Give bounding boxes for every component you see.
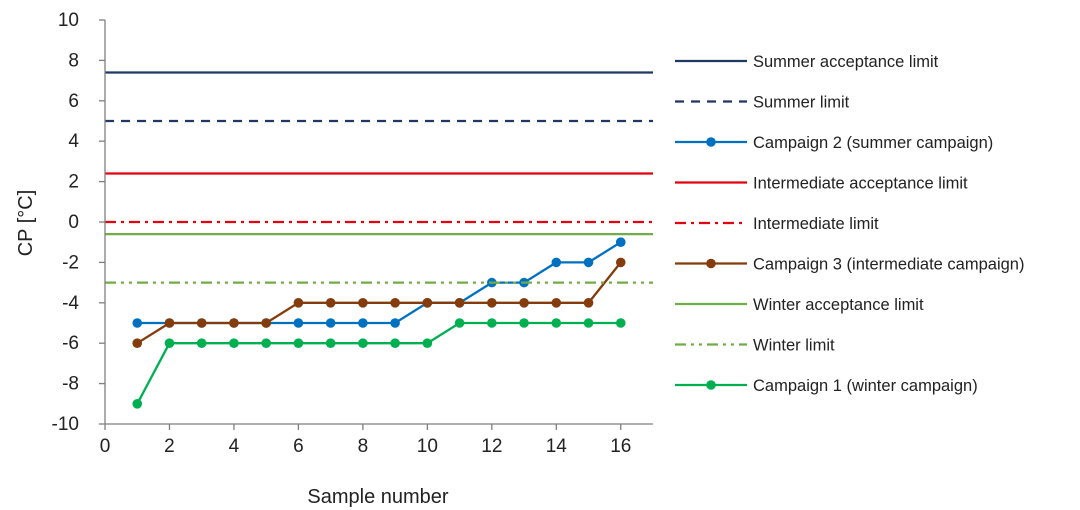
data-point-campaign-3-intermediate-campaign bbox=[132, 338, 143, 349]
data-point-campaign-3-intermediate-campaign bbox=[615, 257, 626, 268]
legend-label-winter-acceptance-limit: Winter acceptance limit bbox=[753, 296, 924, 314]
y-tick-label: -10 bbox=[52, 414, 79, 435]
legend-label-summer-acceptance-limit: Summer acceptance limit bbox=[753, 53, 939, 71]
axes: -10 -8 -6 -4 -2 0 2 4 6 8 10 0 2 4 6 8 10 12 14 16 bbox=[52, 10, 653, 457]
data-point-campaign-3-intermediate-campaign bbox=[551, 298, 562, 308]
series-line-campaign-3-intermediate-campaign bbox=[136, 261, 622, 345]
data-point-campaign-3-intermediate-campaign bbox=[325, 298, 336, 308]
data-point-campaign-2-summer-campaign bbox=[358, 318, 368, 328]
data-point-campaign-1-winter-campaign bbox=[583, 318, 594, 328]
data-point-campaign-2-summer-campaign bbox=[325, 318, 336, 328]
data-point-campaign-2-summer-campaign bbox=[615, 237, 626, 247]
data-point-campaign-1-winter-campaign bbox=[551, 318, 562, 328]
data-point-campaign-1-winter-campaign bbox=[615, 318, 626, 328]
data-point-campaign-1-winter-campaign bbox=[325, 338, 336, 349]
data-point-campaign-3-intermediate-campaign bbox=[229, 318, 239, 328]
data-point-campaign-3-intermediate-campaign bbox=[487, 298, 497, 308]
data-point-campaign-3-intermediate-campaign bbox=[422, 298, 433, 308]
data-point-campaign-3-intermediate-campaign bbox=[519, 298, 529, 308]
data-point-campaign-1-winter-campaign bbox=[261, 338, 271, 349]
x-tick-label: 10 bbox=[417, 436, 438, 457]
legend: Summer acceptance limit Summer limit Campa… bbox=[675, 53, 1024, 395]
data-point-campaign-1-winter-campaign bbox=[519, 318, 529, 328]
data-point-campaign-2-summer-campaign bbox=[132, 318, 143, 328]
x-tick-label: 16 bbox=[610, 436, 631, 457]
legend-label-campaign-3-intermediate-campaign: Campaign 3 (intermediate campaign) bbox=[753, 256, 1024, 274]
data-point-campaign-3-intermediate-campaign bbox=[390, 298, 400, 308]
data-point-campaign-1-winter-campaign bbox=[293, 338, 304, 349]
y-tick-label: 2 bbox=[68, 172, 79, 193]
plot-area bbox=[105, 71, 653, 409]
legend-label-campaign-1-winter-campaign: Campaign 1 (winter campaign) bbox=[753, 377, 978, 395]
legend-label-intermediate-acceptance-limit: Intermediate acceptance limit bbox=[753, 175, 968, 193]
data-point-campaign-3-intermediate-campaign bbox=[293, 298, 304, 308]
x-tick-label: 2 bbox=[164, 436, 175, 457]
x-axis-title: Sample number bbox=[307, 486, 449, 508]
legend-label-campaign-2-summer-campaign: Campaign 2 (summer campaign) bbox=[753, 134, 993, 152]
y-tick-label: 10 bbox=[58, 10, 79, 31]
x-tick-label: 12 bbox=[481, 436, 502, 457]
data-point-campaign-3-intermediate-campaign bbox=[196, 318, 207, 328]
data-point-campaign-1-winter-campaign bbox=[390, 338, 400, 349]
y-tick-label: 0 bbox=[68, 212, 79, 233]
data-point-campaign-2-summer-campaign bbox=[390, 318, 400, 328]
legend-label-summer-limit: Summer limit bbox=[753, 94, 850, 112]
x-tick-label: 8 bbox=[358, 436, 369, 457]
data-point-campaign-3-intermediate-campaign bbox=[164, 318, 175, 328]
data-point-campaign-2-summer-campaign bbox=[293, 318, 304, 328]
data-point-campaign-1-winter-campaign bbox=[454, 318, 465, 328]
data-point-campaign-1-winter-campaign bbox=[132, 399, 143, 409]
series-line-campaign-1-winter-campaign bbox=[136, 321, 621, 405]
data-point-campaign-1-winter-campaign bbox=[358, 338, 368, 349]
data-point-campaign-2-summer-campaign bbox=[583, 257, 594, 268]
y-tick-label: 4 bbox=[68, 131, 79, 152]
legend-label-winter-limit: Winter limit bbox=[753, 337, 835, 355]
data-point-campaign-3-intermediate-campaign bbox=[583, 298, 594, 308]
y-axis-title: CP [°C] bbox=[15, 190, 37, 257]
y-tick-label: 6 bbox=[68, 91, 79, 112]
x-tick-label: 14 bbox=[546, 436, 568, 457]
y-tick-label: -8 bbox=[62, 374, 79, 395]
data-point-campaign-1-winter-campaign bbox=[487, 318, 497, 328]
legend-marker-campaign-1-winter-campaign bbox=[706, 380, 716, 390]
y-tick-label: -4 bbox=[62, 293, 79, 314]
x-tick-label: 0 bbox=[100, 436, 111, 457]
x-tick-label: 4 bbox=[229, 436, 240, 457]
legend-marker-campaign-2-summer-campaign bbox=[706, 137, 716, 147]
data-point-campaign-1-winter-campaign bbox=[229, 338, 239, 349]
y-tick-label: -6 bbox=[62, 333, 79, 354]
y-tick-label: -2 bbox=[62, 252, 79, 273]
data-point-campaign-1-winter-campaign bbox=[196, 338, 207, 349]
data-point-campaign-3-intermediate-campaign bbox=[454, 298, 465, 308]
legend-marker-campaign-3-intermediate-campaign bbox=[706, 258, 716, 269]
y-tick-label: 8 bbox=[68, 50, 79, 71]
data-point-campaign-1-winter-campaign bbox=[422, 338, 433, 349]
data-point-campaign-3-intermediate-campaign bbox=[261, 318, 271, 328]
legend-label-intermediate-limit: Intermediate limit bbox=[753, 215, 879, 233]
data-point-campaign-2-summer-campaign bbox=[551, 257, 562, 268]
data-point-campaign-3-intermediate-campaign bbox=[358, 298, 368, 308]
data-point-campaign-1-winter-campaign bbox=[164, 338, 175, 349]
x-tick-label: 6 bbox=[293, 436, 304, 457]
